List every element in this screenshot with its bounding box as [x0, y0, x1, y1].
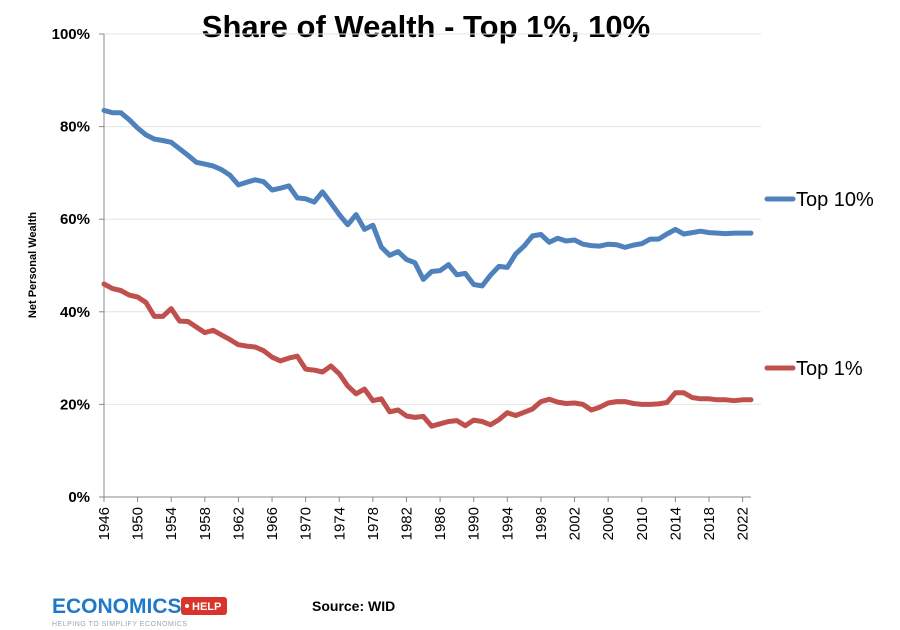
x-tick-label: 1990: [466, 507, 483, 540]
x-tick-label: 2014: [667, 507, 684, 540]
logo-badge-dot: [185, 604, 189, 608]
x-tick-label: 1978: [365, 507, 382, 540]
x-tick-label: 2002: [567, 507, 584, 540]
legend: Top 10% Top 1%: [764, 189, 874, 380]
logo-badge: HELP: [181, 597, 227, 615]
legend-item-top-10-: Top 10%: [764, 189, 874, 211]
logo-tagline: HELPING TO SIMPLIFY ECONOMICS: [52, 621, 187, 628]
y-tick-label: 40%: [60, 304, 90, 321]
x-tick-label: 1982: [398, 507, 415, 540]
x-tick-label: 1946: [96, 507, 113, 540]
series: [101, 107, 754, 429]
y-axis-label: Net Personal Wealth: [27, 212, 39, 318]
x-tick-label: 1986: [432, 507, 449, 540]
legend-label: Top 10%: [796, 189, 874, 211]
y-tick-label: 60%: [60, 211, 90, 228]
y-tick-label: 20%: [60, 396, 90, 413]
legend-item-top-1-: Top 1%: [764, 358, 863, 380]
x-tick-label: 2018: [701, 507, 718, 540]
series-line-top-1-: [101, 281, 754, 429]
logo-badge-shape: [181, 597, 227, 615]
x-tick-label: 2010: [634, 507, 651, 540]
chart-title: Share of Wealth - Top 1%, 10%: [202, 9, 650, 44]
x-tick-label: 1974: [331, 507, 348, 540]
x-tick-label: 1950: [130, 507, 147, 540]
legend-label: Top 1%: [796, 358, 863, 380]
x-tick-label: 2022: [735, 507, 752, 540]
y-tick-labels: 0% 20% 40% 60% 80% 100%: [52, 26, 90, 506]
x-tick-label: 1962: [230, 507, 247, 540]
x-tick-label: 1954: [163, 507, 180, 540]
logo-badge-text: HELP: [192, 601, 221, 613]
x-tick-label: 2006: [600, 507, 617, 540]
x-tick-label: 1958: [197, 507, 214, 540]
y-tick-label: 100%: [52, 26, 90, 43]
x-tick-label: 1966: [264, 507, 281, 540]
axes: [99, 33, 751, 502]
source-note: Source: WID: [312, 598, 395, 614]
logo-wordmark: ECONOMICS: [52, 595, 182, 618]
economics-help-logo: ECONOMICS HELP HELPING TO SIMPLIFY ECONO…: [52, 595, 227, 628]
x-tick-label: 1994: [499, 507, 516, 540]
y-tick-label: 0%: [68, 489, 90, 506]
x-tick-label: 1998: [533, 507, 550, 540]
y-tick-label: 80%: [60, 119, 90, 136]
x-tick-label: 1970: [298, 507, 315, 540]
grid: [104, 33, 761, 405]
series-line-top-10-: [101, 107, 754, 289]
x-tick-labels: 1946 1950 1954 1958 1962 1966 1970 1974 1978 1982…: [96, 507, 752, 540]
